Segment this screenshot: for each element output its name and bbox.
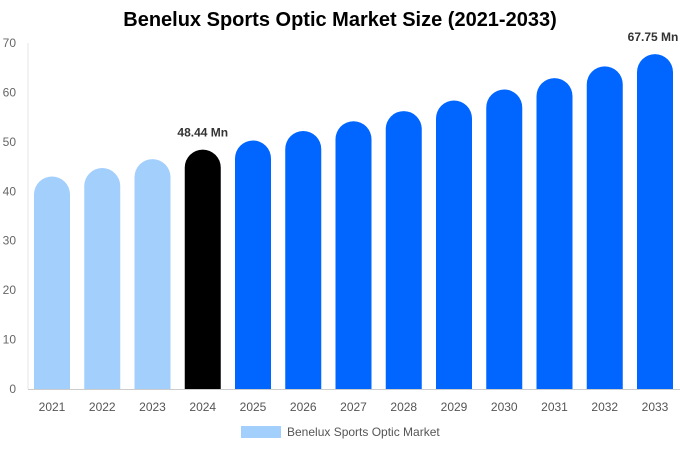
legend-label: Benelux Sports Optic Market bbox=[287, 425, 440, 439]
legend: Benelux Sports Optic Market bbox=[241, 425, 440, 439]
x-tick-label: 2022 bbox=[89, 400, 116, 414]
data-label: 48.44 Mn bbox=[177, 126, 228, 140]
x-tick-label: 2032 bbox=[591, 400, 618, 414]
bar-2022 bbox=[84, 168, 121, 389]
bar-2032 bbox=[586, 66, 623, 389]
bar-2029 bbox=[436, 100, 472, 390]
x-tick-label: 2026 bbox=[290, 400, 317, 414]
bar-2030 bbox=[486, 89, 523, 390]
y-tick-label: 50 bbox=[3, 135, 17, 149]
bar-2033 bbox=[637, 54, 673, 390]
chart-title: Benelux Sports Optic Market Size (2021-2… bbox=[123, 9, 557, 31]
x-tick-label: 2030 bbox=[491, 400, 518, 414]
bar-2027 bbox=[335, 121, 372, 389]
bar-2024 bbox=[184, 149, 221, 389]
x-tick-label: 2028 bbox=[390, 400, 417, 414]
legend-swatch bbox=[241, 426, 281, 438]
y-tick-label: 60 bbox=[3, 85, 17, 99]
y-tick-label: 70 bbox=[3, 36, 17, 50]
x-tick-label: 2029 bbox=[441, 400, 468, 414]
y-tick-label: 30 bbox=[3, 234, 17, 248]
x-tick-label: 2023 bbox=[139, 400, 166, 414]
x-tick-label: 2027 bbox=[340, 400, 367, 414]
x-tick-label: 2025 bbox=[240, 400, 267, 414]
y-tick-label: 10 bbox=[3, 333, 17, 347]
y-tick-label: 40 bbox=[3, 184, 17, 198]
bar-2026 bbox=[285, 131, 322, 389]
x-tick-label: 2031 bbox=[541, 400, 568, 414]
x-tick-label: 2021 bbox=[39, 400, 66, 414]
y-tick-label: 0 bbox=[9, 382, 16, 396]
bar-2028 bbox=[385, 111, 422, 389]
y-tick-label: 20 bbox=[3, 283, 17, 297]
data-label: 67.75 Mn bbox=[628, 30, 679, 44]
x-tick-label: 2024 bbox=[189, 400, 216, 414]
bar-2031 bbox=[536, 78, 573, 390]
bar-2023 bbox=[134, 159, 171, 389]
bar-2021 bbox=[34, 176, 70, 389]
x-tick-label: 2033 bbox=[642, 400, 669, 414]
bar-2025 bbox=[235, 140, 271, 389]
